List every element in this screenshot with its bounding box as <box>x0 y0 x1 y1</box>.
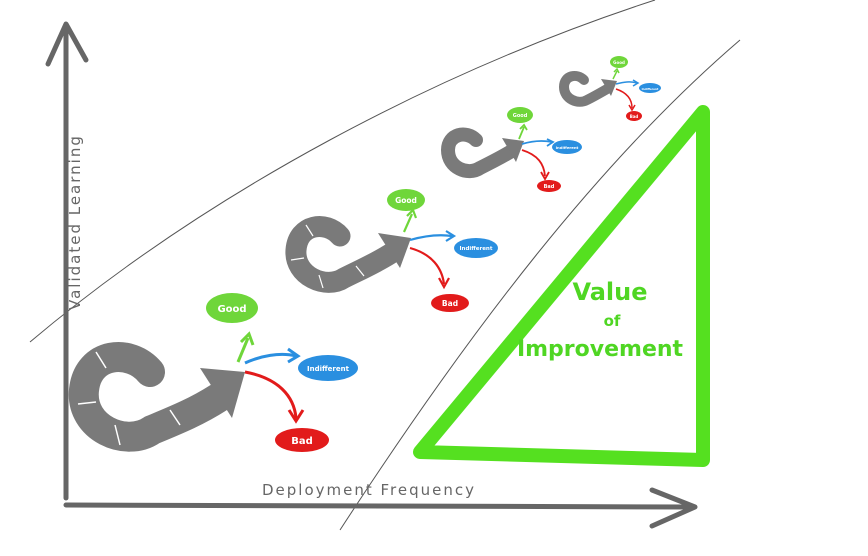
arrow-indifferent-4 <box>615 79 640 87</box>
pill-good-1: Good <box>206 293 258 323</box>
pill-bad-3: Bad <box>537 180 561 192</box>
pill-indifferent-2-label: Indifferent <box>460 246 493 252</box>
arrow-good-3 <box>518 123 528 140</box>
pill-good-2: Good <box>387 189 425 211</box>
pill-indifferent-3: Indifferent <box>552 140 582 154</box>
arrow-bad-4 <box>615 88 636 112</box>
upper-guide-line <box>29 0 656 343</box>
pill-good-2-label: Good <box>395 196 417 205</box>
pill-good-4-label: Good <box>613 60 625 65</box>
y-axis <box>45 21 89 501</box>
iteration-loop-2 <box>285 216 411 293</box>
voi-line3: Improvement <box>517 337 684 362</box>
pill-bad-2: Bad <box>431 294 469 312</box>
arrow-bad-3 <box>521 149 550 181</box>
x-axis <box>63 487 698 529</box>
pill-bad-2-label: Bad <box>442 299 458 308</box>
iteration-loop-3 <box>440 127 524 179</box>
pill-bad-1-label: Bad <box>291 436 313 447</box>
x-axis-label: Deployment Frequency <box>262 481 476 499</box>
arrow-indifferent-3 <box>521 138 555 147</box>
pill-indifferent-1: Indifferent <box>298 355 358 381</box>
arrow-indifferent-2 <box>409 230 457 242</box>
pill-bad-1: Bad <box>275 428 329 452</box>
arrow-good-2 <box>402 208 418 233</box>
pill-good-1-label: Good <box>217 304 246 315</box>
pill-indifferent-2: Indifferent <box>454 238 498 258</box>
arrow-bad-2 <box>409 246 450 290</box>
voi-line2: of <box>604 312 621 330</box>
iteration-loop-1 <box>68 342 245 452</box>
lower-guide-line <box>339 39 741 531</box>
voi-line1: Value <box>572 278 647 306</box>
pill-indifferent-4-label: Indifferent <box>642 87 659 91</box>
pill-good-3: Good <box>507 107 533 123</box>
iteration-loop-4 <box>558 71 617 107</box>
pill-indifferent-1-label: Indifferent <box>307 365 350 373</box>
pill-good-4: Good <box>610 56 628 68</box>
pill-bad-4-label: Bad <box>630 114 639 119</box>
pill-indifferent-3-label: Indifferent <box>556 145 579 150</box>
arrow-bad-1 <box>244 370 305 424</box>
arrow-good-1 <box>236 331 255 363</box>
arrow-good-4 <box>612 67 620 80</box>
pill-good-3-label: Good <box>513 113 528 119</box>
value-triangle <box>413 105 710 467</box>
pill-indifferent-4: Indifferent <box>639 83 661 93</box>
pill-bad-3-label: Bad <box>544 184 555 190</box>
y-axis-label: Validated Learning <box>66 134 84 310</box>
arrow-indifferent-1 <box>244 347 301 365</box>
pill-bad-4: Bad <box>626 111 642 121</box>
